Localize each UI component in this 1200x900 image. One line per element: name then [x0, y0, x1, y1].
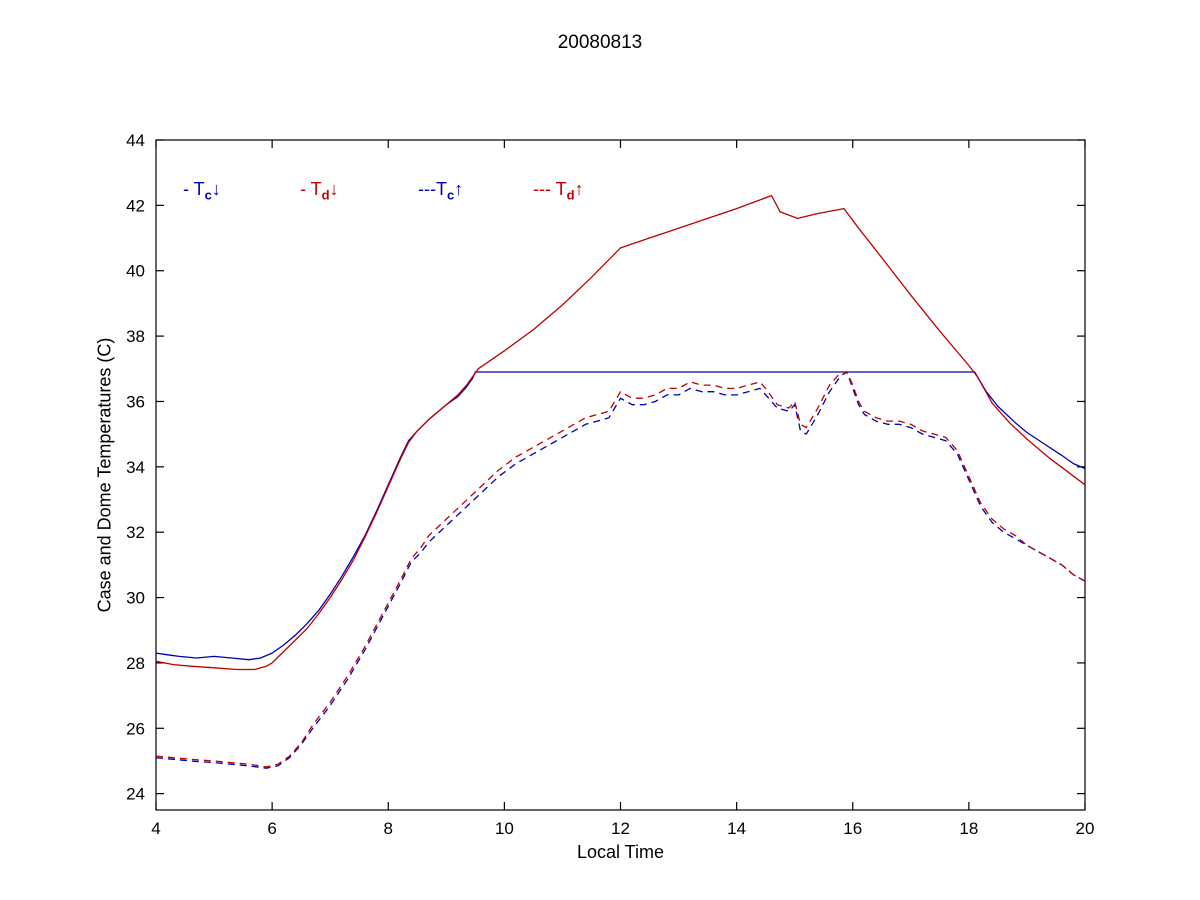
legend-item-tc-up: ---Tc↑	[418, 179, 463, 203]
chart-title: 20080813	[557, 32, 643, 53]
y-tick-label: 24	[126, 785, 145, 804]
x-tick-label: 6	[267, 819, 276, 838]
y-tick-label: 34	[126, 458, 145, 477]
x-tick-label: 10	[495, 819, 514, 838]
x-tick-label: 18	[959, 819, 978, 838]
legend-symbol: T	[310, 179, 322, 199]
legend-symbol: T	[435, 179, 447, 199]
y-tick-label: 38	[126, 327, 145, 346]
legend-item-tc-down: - Tc↓	[183, 179, 221, 203]
y-tick-label: 40	[126, 262, 145, 281]
series-td-up-line	[155, 371, 1086, 768]
x-tick-label: 20	[1076, 819, 1095, 838]
y-tick-label: 44	[126, 131, 145, 150]
series-tc-up-line	[155, 371, 1086, 769]
x-tick-label: 8	[384, 819, 393, 838]
x-tick-label: 14	[727, 819, 746, 838]
x-tick-label: 4	[151, 819, 160, 838]
y-tick-label: 30	[126, 589, 145, 608]
legend-item-td-up: --- Td↑	[533, 179, 584, 203]
legend-linestyle-sample: -	[300, 179, 311, 199]
x-tick-label: 16	[843, 819, 862, 838]
y-tick-label: 28	[126, 654, 145, 673]
legend-linestyle-sample: ---	[533, 179, 556, 199]
x-axis-label: Local Time	[576, 842, 665, 862]
series-tc-down-line	[155, 371, 1086, 661]
down-arrow-icon: ↓	[329, 179, 339, 199]
axes-box	[155, 139, 1086, 811]
y-tick-label: 36	[126, 392, 145, 411]
up-arrow-icon: ↑	[574, 179, 584, 199]
y-tick-label: 42	[126, 196, 145, 215]
legend-subscript: c	[204, 187, 212, 203]
y-tick-label: 32	[126, 523, 145, 542]
legend-subscript: d	[321, 187, 330, 203]
legend-linestyle-sample: ---	[418, 179, 436, 199]
x-tick-label: 12	[611, 819, 630, 838]
up-arrow-icon: ↑	[454, 179, 464, 199]
legend-linestyle-sample: -	[183, 179, 194, 199]
series-td-down-line	[155, 194, 1086, 671]
legend-subscript: d	[566, 187, 575, 203]
y-tick-label: 26	[126, 719, 145, 738]
legend-symbol: T	[555, 179, 567, 199]
down-arrow-icon: ↓	[211, 179, 221, 199]
legend-symbol: T	[193, 179, 205, 199]
legend-item-td-down: - Td↓	[300, 179, 339, 203]
legend-subscript: c	[446, 187, 455, 203]
